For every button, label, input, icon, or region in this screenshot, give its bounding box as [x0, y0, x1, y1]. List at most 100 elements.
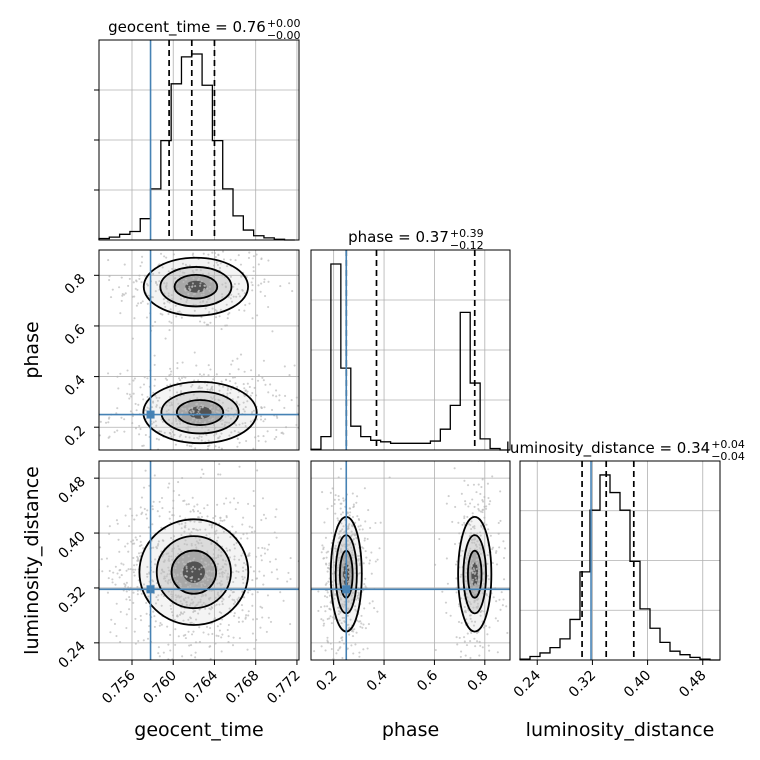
sample-point	[170, 451, 172, 453]
sample-point	[322, 619, 325, 622]
sample-point	[141, 300, 144, 303]
sample-point	[261, 376, 264, 379]
sample-point	[227, 313, 230, 316]
sample-point	[241, 578, 245, 581]
sample-point	[175, 418, 178, 421]
sample-point	[136, 288, 139, 291]
sample-point	[238, 637, 241, 640]
title-sub: −0.00	[267, 29, 301, 42]
sample-point	[237, 254, 240, 257]
sample-point	[222, 258, 226, 261]
sample-point	[249, 420, 252, 423]
sample-point	[221, 665, 223, 667]
sample-point	[449, 614, 452, 617]
sample-point	[171, 267, 174, 270]
sample-point	[82, 580, 84, 582]
sample-point	[242, 570, 245, 573]
sample-point	[222, 530, 225, 533]
y-tick-label: 0.40	[55, 529, 88, 562]
sample-point	[464, 611, 467, 614]
sample-point	[119, 568, 122, 572]
sample-point	[257, 374, 260, 377]
sample-point	[341, 603, 344, 606]
sample-point	[150, 406, 154, 409]
sample-point	[174, 594, 177, 597]
sample-point	[160, 604, 163, 607]
sample-point	[241, 455, 243, 457]
sample-point	[245, 614, 248, 617]
sample-point	[350, 630, 353, 633]
sample-point	[446, 582, 449, 585]
sample-point	[193, 505, 196, 508]
sample-point	[181, 407, 184, 410]
sample-point	[343, 621, 346, 624]
sample-point	[192, 277, 195, 280]
sample-point	[334, 594, 337, 597]
sample-point	[341, 639, 344, 642]
sample-point	[240, 604, 244, 607]
sample-point	[114, 565, 117, 568]
sample-point	[244, 406, 247, 409]
sample-point	[252, 504, 256, 507]
sample-point	[250, 369, 253, 372]
sample-point	[360, 546, 364, 549]
sample-point	[208, 285, 212, 288]
sample-point	[185, 543, 189, 546]
sample-point	[200, 515, 204, 518]
sample-point	[251, 317, 254, 320]
sample-point	[258, 570, 261, 573]
sample-point	[199, 512, 202, 515]
sample-point	[205, 241, 207, 243]
sample-point	[95, 397, 97, 399]
sample-point	[260, 518, 263, 522]
sample-point	[200, 582, 203, 585]
sample-point	[124, 583, 127, 587]
sample-point	[128, 393, 131, 396]
sample-point	[158, 430, 161, 433]
sample-point	[470, 631, 473, 634]
sample-point	[234, 382, 237, 385]
sample-point	[198, 385, 201, 388]
sample-point	[334, 494, 337, 497]
sample-point	[219, 519, 222, 522]
sample-point	[180, 527, 183, 530]
sample-point	[243, 309, 246, 312]
sample-point	[246, 455, 248, 457]
sample-point	[202, 472, 205, 475]
sample-point	[232, 636, 235, 639]
sample-point	[476, 602, 479, 605]
sample-point	[341, 569, 345, 572]
sample-point	[329, 608, 332, 611]
sample-point	[248, 302, 251, 305]
sample-point	[502, 540, 505, 543]
sample-point	[125, 598, 128, 601]
sample-point	[155, 404, 158, 407]
sample-point	[218, 384, 221, 387]
sample-point	[267, 616, 270, 619]
sample-point	[211, 632, 214, 636]
sample-point	[124, 545, 127, 548]
sample-point	[339, 502, 342, 505]
sample-point	[482, 508, 485, 511]
title-sub: −0.04	[711, 450, 745, 463]
sample-point	[151, 579, 154, 582]
sample-point	[214, 256, 217, 259]
sample-point	[342, 499, 345, 502]
sample-point	[183, 542, 186, 546]
sample-point	[221, 573, 224, 576]
sample-point	[157, 594, 160, 597]
sample-point	[200, 559, 203, 562]
sample-point	[326, 605, 329, 608]
sample-point	[132, 281, 135, 284]
sample-point	[220, 580, 223, 583]
sample-point	[468, 550, 471, 553]
sample-point	[115, 519, 118, 522]
sample-point	[230, 431, 233, 434]
sample-point	[204, 577, 207, 580]
sample-point	[215, 603, 218, 606]
sample-point	[168, 517, 171, 520]
histogram-luminosity_distance	[519, 474, 720, 661]
x-tick-label: 0.8	[465, 668, 492, 695]
sample-point	[113, 431, 116, 434]
sample-point	[465, 571, 468, 574]
